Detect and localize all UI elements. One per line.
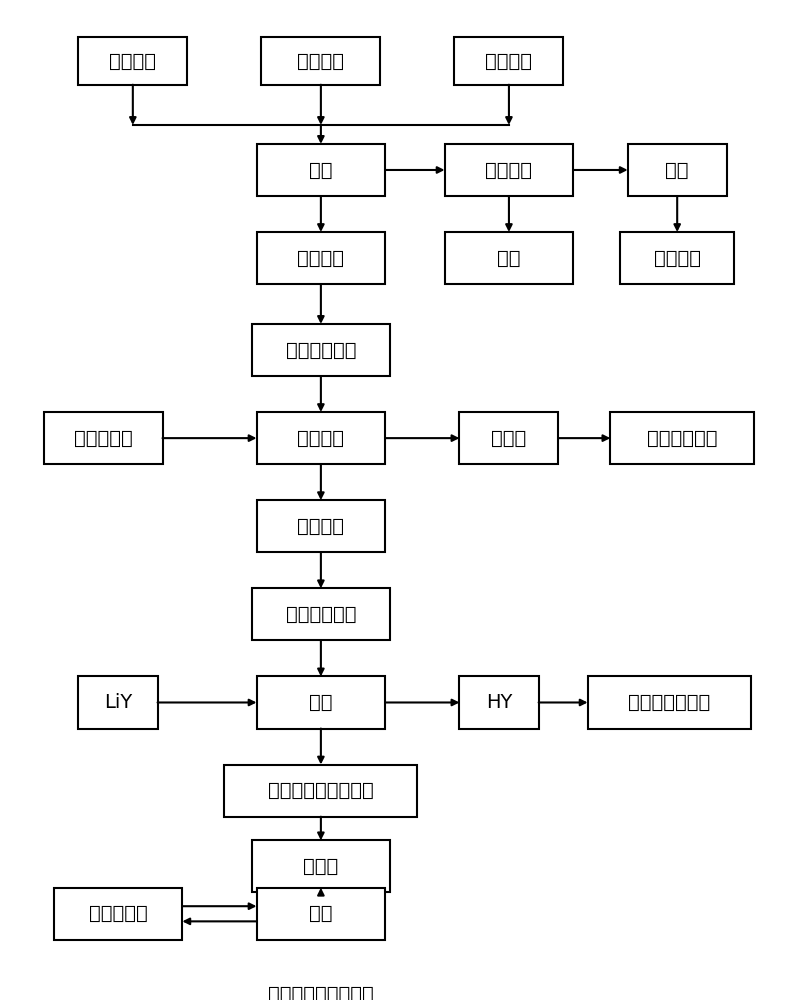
Text: 重结晶: 重结晶 [303,857,338,876]
Bar [444,144,573,196]
Text: 喷淤吸收: 喷淤吸收 [485,160,532,179]
Text: LiY: LiY [104,693,132,712]
Bar [459,676,538,729]
Text: 亚硫酸钙: 亚硫酸钙 [653,249,700,268]
Text: 干燥: 干燥 [309,904,333,923]
Bar [54,888,182,940]
Bar [256,412,384,464]
Text: 双氯磺酰亚胺: 双氯磺酰亚胺 [285,341,356,360]
Text: 氟硅酸盐制备: 氟硅酸盐制备 [646,429,716,448]
Bar [256,676,384,729]
Bar [261,37,380,85]
Text: HY: HY [485,693,512,712]
Bar [459,412,558,464]
Bar [44,412,162,464]
Bar [627,144,726,196]
Bar [224,765,417,817]
Bar [224,968,417,1000]
Text: 反应: 反应 [309,160,333,179]
Bar [79,676,157,729]
Text: 氟氮混合气: 氟氮混合气 [88,904,147,923]
Bar [251,840,389,892]
Text: 双氟磺酰亚胺: 双氟磺酰亚胺 [285,605,356,624]
Text: 精制双氟磺酰亚胺锂: 精制双氟磺酰亚胺锂 [268,985,373,1000]
Text: 氯化亚砒: 氯化亚砒 [485,52,532,71]
Bar [610,412,753,464]
Bar [620,232,733,284]
Bar [587,676,750,729]
Bar [444,232,573,284]
Text: 氟化反应: 氟化反应 [297,429,344,448]
Text: 减压蕋馏: 减压蕋馏 [297,249,344,268]
Text: 外卖或石灰中和: 外卖或石灰中和 [628,693,710,712]
Text: 粗品双氟磺酰亚胺锂: 粗品双氟磺酰亚胺锂 [268,781,373,800]
Bar [256,144,384,196]
Bar [256,888,384,940]
Text: 氯化亚砒: 氯化亚砒 [109,52,157,71]
Text: 减压蕋馏: 减压蕋馏 [297,517,344,536]
Bar [256,232,384,284]
Text: 氯化物: 氯化物 [491,429,526,448]
Text: 中和: 中和 [665,160,688,179]
Bar [79,37,187,85]
Bar [251,324,389,376]
Text: 盐酸: 盐酸 [496,249,520,268]
Bar [256,500,384,552]
Text: 反应: 反应 [309,693,333,712]
Bar [251,588,389,640]
Bar [454,37,563,85]
Text: 其他氟化剂: 其他氟化剂 [74,429,132,448]
Text: 氨基磺酸: 氨基磺酸 [297,52,344,71]
